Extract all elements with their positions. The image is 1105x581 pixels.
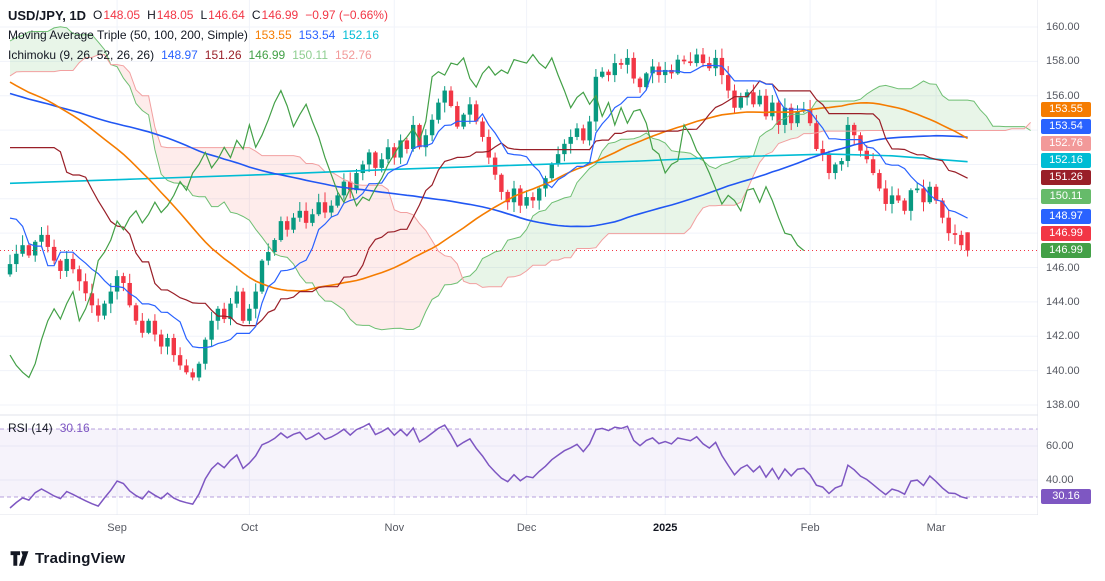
ichimoku-values: 148.97 151.26 146.99 150.11 152.76 (161, 46, 379, 64)
ichimoku-value: 146.99 (248, 48, 286, 62)
rsi-value: 30.16 (59, 421, 90, 435)
ichimoku-cloud (10, 26, 1031, 330)
ma-legend-row[interactable]: Moving Average Triple (50, 100, 200, Sim… (8, 25, 388, 45)
ichimoku-value: 148.97 (161, 48, 198, 62)
price-badge: 152.76 (1041, 135, 1091, 151)
ichimoku-legend-row[interactable]: Ichimoku (9, 26, 52, 26, 26) 148.97 151.2… (8, 45, 388, 65)
ma-values: 153.55 153.54 152.16 (255, 26, 386, 44)
rsi-axis-label: 60.00 (1046, 440, 1074, 452)
time-axis-label: Feb (800, 522, 820, 534)
brand-text: TradingView (35, 550, 126, 567)
time-axis-label: Sep (107, 522, 127, 534)
price-axis-label: 142.00 (1046, 330, 1080, 343)
price-axis-label: 138.00 (1046, 398, 1080, 411)
rsi-indicator-label: RSI (14) (8, 421, 53, 435)
ohlc-high: H148.05 (147, 8, 194, 22)
ohlc-low: L146.64 (200, 8, 245, 22)
symbol-legend-row[interactable]: USD/JPY, 1D O148.05 H148.05 L146.64 C146… (8, 5, 388, 25)
price-badge: 152.16 (1041, 152, 1091, 168)
chart-canvas[interactable] (0, 0, 1105, 543)
ichimoku-value: 150.11 (292, 48, 329, 62)
ma-value: 153.54 (298, 28, 336, 42)
price-axis[interactable]: 160.00158.00156.00154.00152.00150.00148.… (1038, 0, 1105, 515)
price-badge: 146.99 (1041, 226, 1091, 241)
ma-value: 153.55 (254, 28, 292, 42)
time-axis-label: Dec (516, 522, 537, 534)
ma-indicator-label: Moving Average Triple (50, 100, 200, Sim… (8, 28, 248, 42)
rsi-legend-row[interactable]: RSI (14) 30.16 (8, 421, 97, 435)
tradingview-logo[interactable]: TradingView (10, 550, 125, 567)
price-axis-label: 160.00 (1046, 21, 1080, 33)
legend-main: USD/JPY, 1D O148.05 H148.05 L146.64 C146… (8, 5, 388, 65)
rsi-axis-label: 40.00 (1046, 474, 1074, 486)
time-axis[interactable]: Sep Oct Nov Dec 2025 Feb Mar (0, 515, 1105, 545)
time-axis-label: 2025 (652, 522, 678, 534)
price-axis-label: 158.00 (1046, 55, 1080, 68)
price-badge: 146.99 (1041, 243, 1091, 258)
price-axis-label: 146.00 (1046, 261, 1080, 274)
price-badge: 30.16 (1041, 489, 1091, 505)
tradingview-logo-icon (10, 551, 29, 566)
symbol-title: USD/JPY, 1D (8, 7, 87, 23)
price-badge: 153.54 (1041, 118, 1091, 134)
ichimoku-value: 151.26 (204, 48, 242, 62)
candlesticks (7, 47, 970, 382)
ichimoku-value: 152.76 (335, 48, 372, 62)
time-axis-label: Oct (240, 522, 258, 534)
ohlc-close: C146.99 (251, 8, 299, 22)
price-badge: 151.26 (1041, 169, 1091, 185)
change-value: −0.97 (−0.66%) (305, 8, 388, 22)
price-axis-label: 144.00 (1046, 295, 1080, 308)
price-badge: 153.55 (1041, 101, 1091, 117)
time-axis-label: Nov (384, 522, 405, 534)
ichimoku-indicator-label: Ichimoku (9, 26, 52, 26, 26) (8, 48, 155, 62)
ohlc-open: O148.05 (93, 8, 141, 22)
price-axis-label: 156.00 (1046, 89, 1080, 102)
time-axis-label: Mar (926, 522, 946, 534)
overlay-lines (0, 26, 1038, 379)
rsi-pane (0, 422, 1038, 509)
price-axis-label: 140.00 (1046, 364, 1080, 377)
price-badge: 150.11 (1041, 189, 1091, 205)
ma-value: 152.16 (342, 28, 380, 42)
price-badge: 148.97 (1041, 208, 1091, 224)
